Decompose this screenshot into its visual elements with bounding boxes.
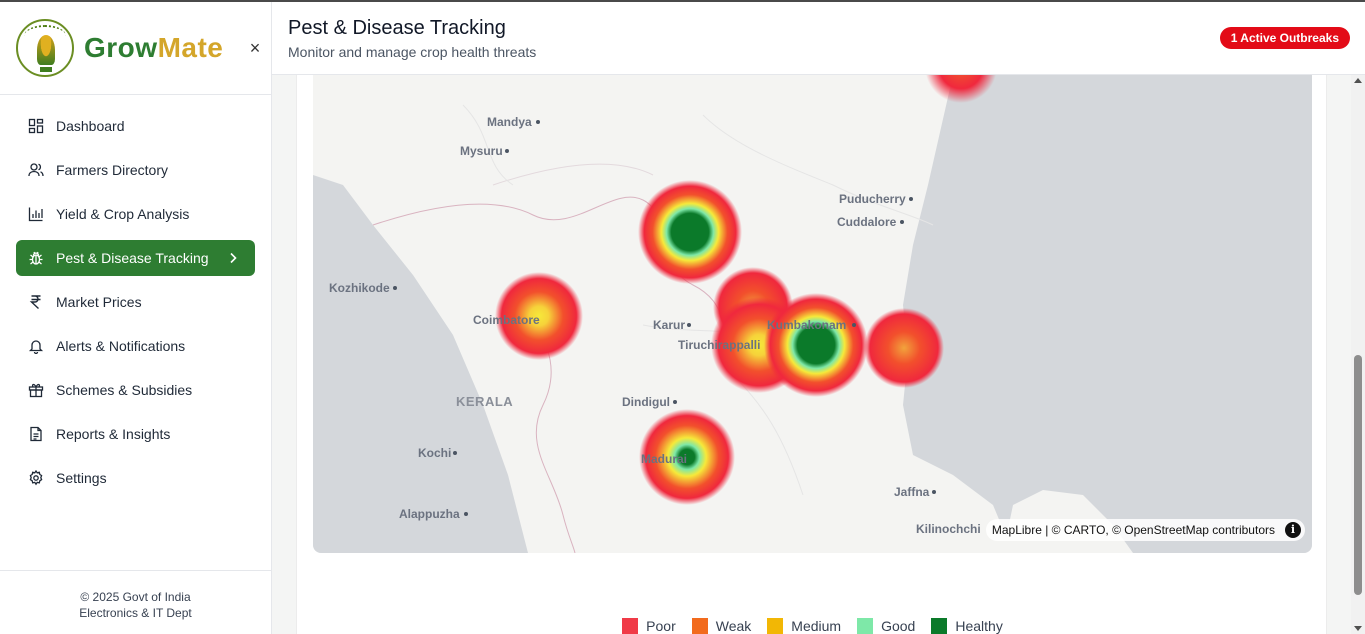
map-label-kozhikode: Kozhikode (329, 281, 390, 295)
sidebar-item-schemes-subsidies[interactable]: Schemes & Subsidies (16, 372, 255, 408)
map-attribution[interactable]: MapLibre | © CARTO, © OpenStreetMap cont… (985, 519, 1305, 541)
attribution-text[interactable]: MapLibre | © CARTO, © OpenStreetMap cont… (991, 523, 1275, 537)
legend-item-poor: Poor (622, 618, 676, 634)
map-dot-alappuzha (464, 512, 468, 516)
map-label-tiruchirappalli: Tiruchirappalli (678, 338, 761, 352)
sidebar-item-label: Yield & Crop Analysis (56, 206, 190, 222)
sidebar-item-reports-insights[interactable]: Reports & Insights (16, 416, 255, 452)
map-label-puducherry: Puducherry (839, 192, 906, 206)
main-content: Mandya Mysuru Puducherry Cuddalore Kozhi… (296, 75, 1327, 634)
document-icon (28, 426, 44, 442)
legend-label: Weak (715, 618, 752, 634)
brand-header: GrowMate × (0, 2, 271, 95)
sidebar-item-market-prices[interactable]: Market Prices (16, 284, 255, 320)
map-dot-mandya (536, 120, 540, 124)
sidebar-item-label: Market Prices (56, 294, 142, 310)
page-scrollbar[interactable] (1351, 75, 1365, 634)
sidebar-item-dashboard[interactable]: Dashboard (16, 108, 255, 144)
sidebar-item-label: Pest & Disease Tracking (56, 250, 209, 266)
map-label-jaffna: Jaffna (894, 485, 930, 499)
map-dot-puducherry (909, 197, 913, 201)
scroll-down-arrow-icon[interactable] (1354, 626, 1362, 631)
sidebar-item-label: Farmers Directory (56, 162, 169, 178)
legend-swatch (691, 618, 708, 634)
users-icon (28, 162, 44, 178)
map-dot-kumbakonam (852, 323, 856, 327)
legend-item-healthy: Healthy (931, 618, 1003, 634)
close-sidebar-button[interactable]: × (245, 38, 265, 58)
agriculture-department-emblem-icon (16, 19, 74, 77)
page-title: Pest & Disease Tracking (288, 17, 506, 39)
page-header: Pest & Disease Tracking Monitor and mana… (272, 2, 1365, 75)
sidebar-nav: Dashboard Farmers Directory Yield & Crop… (0, 95, 271, 496)
sidebar-item-alerts-notifications[interactable]: Alerts & Notifications (16, 328, 255, 364)
map-dot-kochi (453, 451, 457, 455)
map-label-dindigul: Dindigul (622, 395, 670, 409)
sidebar-footer: © 2025 Govt of India Electronics & IT De… (0, 570, 271, 634)
footer-department: Electronics & IT Dept (79, 606, 192, 620)
map-dot-dindigul (673, 400, 677, 404)
map-label-madurai: Madurai (641, 452, 688, 466)
sidebar-item-settings[interactable]: Settings (16, 460, 255, 496)
app-logo-text: GrowMate (84, 32, 223, 64)
legend-swatch (857, 618, 874, 634)
bug-icon (28, 250, 44, 266)
window-top-border (0, 0, 1365, 2)
sidebar-item-label: Alerts & Notifications (56, 338, 186, 354)
map-label-mysuru: Mysuru (460, 144, 503, 158)
legend-item-good: Good (857, 618, 915, 634)
sidebar-item-label: Schemes & Subsidies (56, 382, 193, 398)
legend-label: Medium (791, 618, 842, 634)
map-label-kilinochchi: Kilinochchi (916, 522, 981, 536)
bar-chart-icon (28, 206, 44, 222)
map-dot-jaffna (932, 490, 936, 494)
sidebar-item-farmers-directory[interactable]: Farmers Directory (16, 152, 255, 188)
close-icon: × (249, 38, 261, 58)
map-label-alappuzha: Alappuzha (399, 507, 460, 521)
logo-part-mate: Mate (157, 32, 224, 63)
scroll-thumb[interactable] (1354, 355, 1362, 595)
map-label-cuddalore: Cuddalore (837, 215, 897, 229)
sidebar-item-pest-disease-tracking[interactable]: Pest & Disease Tracking (16, 240, 255, 276)
active-outbreaks-badge[interactable]: 1 Active Outbreaks (1219, 27, 1350, 49)
gift-icon (28, 382, 44, 398)
info-icon[interactable]: i (1285, 522, 1301, 538)
dashboard-grid-icon (28, 118, 44, 134)
legend-swatch (767, 618, 784, 634)
legend-item-weak: Weak (691, 618, 752, 634)
map-label-kerala: KERALA (456, 394, 514, 409)
legend-item-medium: Medium (767, 618, 841, 634)
chevron-right-icon (225, 250, 241, 266)
sidebar: GrowMate × Dashboard Farmers Directory Y… (0, 2, 272, 634)
gear-icon (28, 470, 44, 486)
map-label-kochi: Kochi (418, 446, 452, 460)
map-canvas (313, 75, 1312, 553)
rupee-icon (28, 294, 44, 310)
legend-label: Good (881, 618, 916, 634)
legend-label: Poor (646, 618, 676, 634)
page-subtitle: Monitor and manage crop health threats (288, 44, 537, 60)
sidebar-item-yield-crop-analysis[interactable]: Yield & Crop Analysis (16, 196, 255, 232)
legend-swatch (622, 618, 639, 634)
map-dot-kozhikode (393, 286, 397, 290)
sidebar-item-label: Reports & Insights (56, 426, 171, 442)
pest-heatmap[interactable]: Mandya Mysuru Puducherry Cuddalore Kozhi… (313, 75, 1312, 553)
map-label-karur: Karur (653, 318, 686, 332)
sidebar-item-label: Dashboard (56, 118, 125, 134)
map-label-kumbakonam: Kumbakonam (767, 318, 847, 332)
sidebar-item-label: Settings (56, 470, 107, 486)
logo-part-grow: Grow (84, 32, 158, 63)
scroll-up-arrow-icon[interactable] (1354, 78, 1362, 83)
map-dot-mysuru (505, 149, 509, 153)
map-dot-cuddalore (900, 220, 904, 224)
legend-swatch (931, 618, 948, 634)
map-label-coimbatore: Coimbatore (473, 313, 540, 327)
map-dot-karur (687, 323, 691, 327)
health-legend: Poor Weak Medium Good Healthy (297, 618, 1328, 634)
bell-icon (28, 338, 44, 354)
map-label-mandya: Mandya (487, 115, 532, 129)
footer-copyright: © 2025 Govt of India (80, 590, 191, 604)
legend-label: Healthy (955, 618, 1003, 634)
